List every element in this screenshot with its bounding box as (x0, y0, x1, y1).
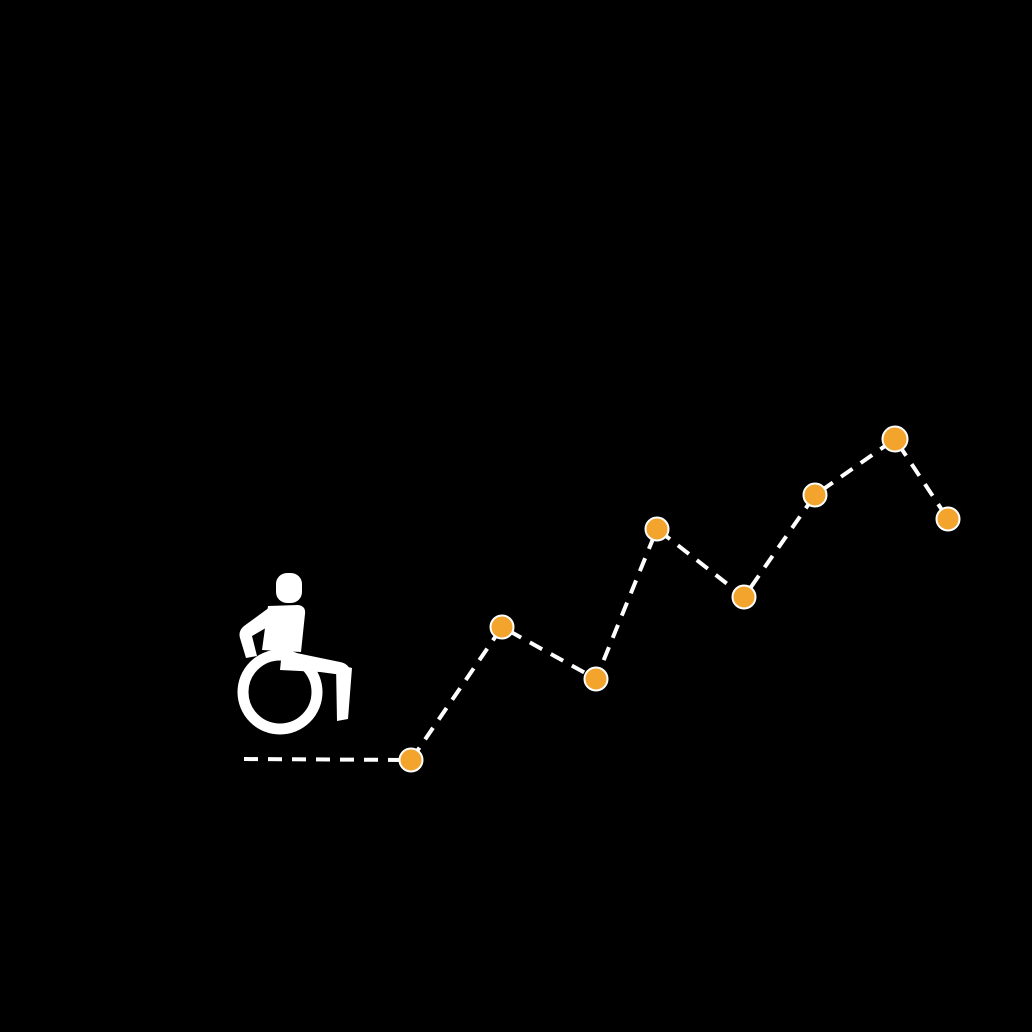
journey-marker-4 (644, 516, 670, 542)
journey-markers (398, 425, 961, 773)
journey-marker-3 (583, 666, 609, 692)
icon-head (276, 573, 302, 603)
journey-dashed-path (243, 437, 950, 762)
wheelchair-user-icon (237, 573, 352, 735)
journey-marker-7 (881, 425, 909, 453)
icon-wheel (237, 649, 323, 735)
journey-marker-1 (398, 747, 424, 773)
journey-marker-5 (731, 584, 757, 610)
journey-marker-8 (935, 506, 961, 532)
journey-marker-6 (802, 482, 828, 508)
icon-arm (239, 607, 276, 658)
icon-lower-leg (336, 664, 352, 721)
journey-marker-2 (489, 614, 515, 640)
